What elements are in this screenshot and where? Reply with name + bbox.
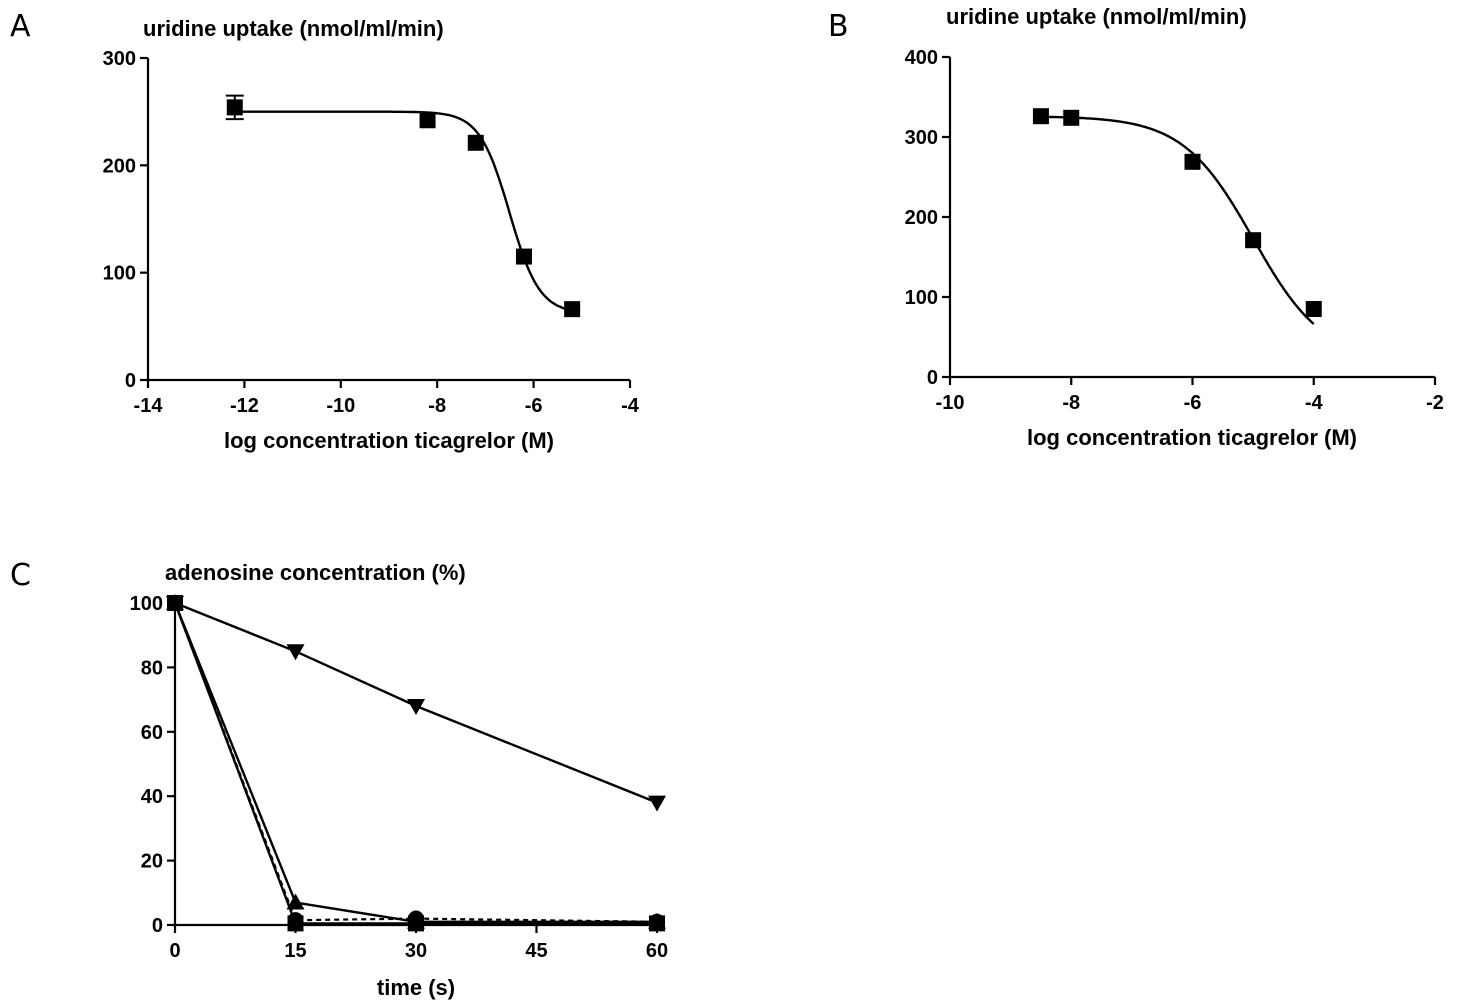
data-point xyxy=(649,913,665,930)
x-tick-label: -8 xyxy=(428,395,446,417)
y-tick-label: 0 xyxy=(927,367,938,389)
x-tick-label: -2 xyxy=(1426,392,1444,414)
x-axis-label: log concentration ticagrelor (M) xyxy=(224,428,554,453)
data-point xyxy=(1063,109,1080,126)
y-tick-label: 20 xyxy=(141,851,163,873)
series-line xyxy=(173,602,658,923)
x-tick-label: 60 xyxy=(646,940,668,962)
data-point xyxy=(1032,108,1049,125)
chart-title: adenosine concentration (%) xyxy=(165,560,466,585)
data-point xyxy=(408,910,424,927)
data-point xyxy=(1184,153,1201,170)
x-tick-label: 15 xyxy=(284,940,306,962)
series-2 xyxy=(167,595,665,932)
series-3 xyxy=(167,595,665,930)
series-line xyxy=(173,602,657,923)
x-tick-label: -14 xyxy=(134,395,164,417)
x-tick-label: -10 xyxy=(326,395,355,417)
x-tick-label: -12 xyxy=(230,395,259,417)
data-point xyxy=(648,795,666,812)
x-tick-label: -4 xyxy=(1305,392,1324,414)
data-point xyxy=(1245,232,1262,249)
y-tick-label: 40 xyxy=(141,786,163,808)
y-tick-label: 200 xyxy=(103,155,136,177)
data-point xyxy=(286,893,305,910)
x-tick-label: -10 xyxy=(936,392,965,414)
x-axis-label: log concentration ticagrelor (M) xyxy=(1027,425,1357,450)
data-point xyxy=(515,248,532,265)
data-point xyxy=(419,112,436,129)
series-0 xyxy=(225,94,581,318)
x-axis-label: time (s) xyxy=(377,975,455,1000)
x-tick-label: -6 xyxy=(525,395,543,417)
data-point xyxy=(226,99,243,116)
fit-curve xyxy=(234,110,573,312)
data-point xyxy=(564,301,581,318)
y-tick-label: 100 xyxy=(130,593,163,615)
fit-curve xyxy=(1040,115,1315,325)
data-point xyxy=(407,699,425,716)
y-tick-label: 300 xyxy=(905,127,938,149)
panel-letter: B xyxy=(828,9,849,44)
data-point xyxy=(1305,301,1322,317)
series-1 xyxy=(166,594,666,929)
y-tick-label: 100 xyxy=(103,263,136,285)
x-tick-label: -6 xyxy=(1184,392,1202,414)
panel-letter: C xyxy=(10,558,31,593)
series-0 xyxy=(1032,108,1322,317)
chart-title: uridine uptake (nmol/ml/min) xyxy=(143,16,444,41)
y-tick-label: 0 xyxy=(152,915,163,937)
y-tick-label: 80 xyxy=(141,657,163,679)
data-point xyxy=(467,134,484,151)
x-tick-label: -8 xyxy=(1062,392,1080,414)
series-line xyxy=(173,602,657,925)
chart-title: uridine uptake (nmol/ml/min) xyxy=(946,4,1247,29)
y-tick-label: 100 xyxy=(905,287,938,309)
y-tick-label: 200 xyxy=(905,207,938,229)
data-point xyxy=(286,644,305,661)
x-tick-label: 45 xyxy=(525,940,547,962)
panel-letter: A xyxy=(10,9,31,44)
data-point xyxy=(287,912,304,929)
x-tick-label: 0 xyxy=(169,940,180,962)
data-point xyxy=(167,595,183,611)
y-tick-label: 60 xyxy=(141,722,163,744)
series-line xyxy=(174,601,658,804)
y-tick-label: 300 xyxy=(103,48,136,70)
y-tick-label: 0 xyxy=(125,370,136,392)
x-tick-label: -4 xyxy=(621,395,640,417)
y-tick-label: 400 xyxy=(905,47,938,69)
x-tick-label: 30 xyxy=(405,940,427,962)
